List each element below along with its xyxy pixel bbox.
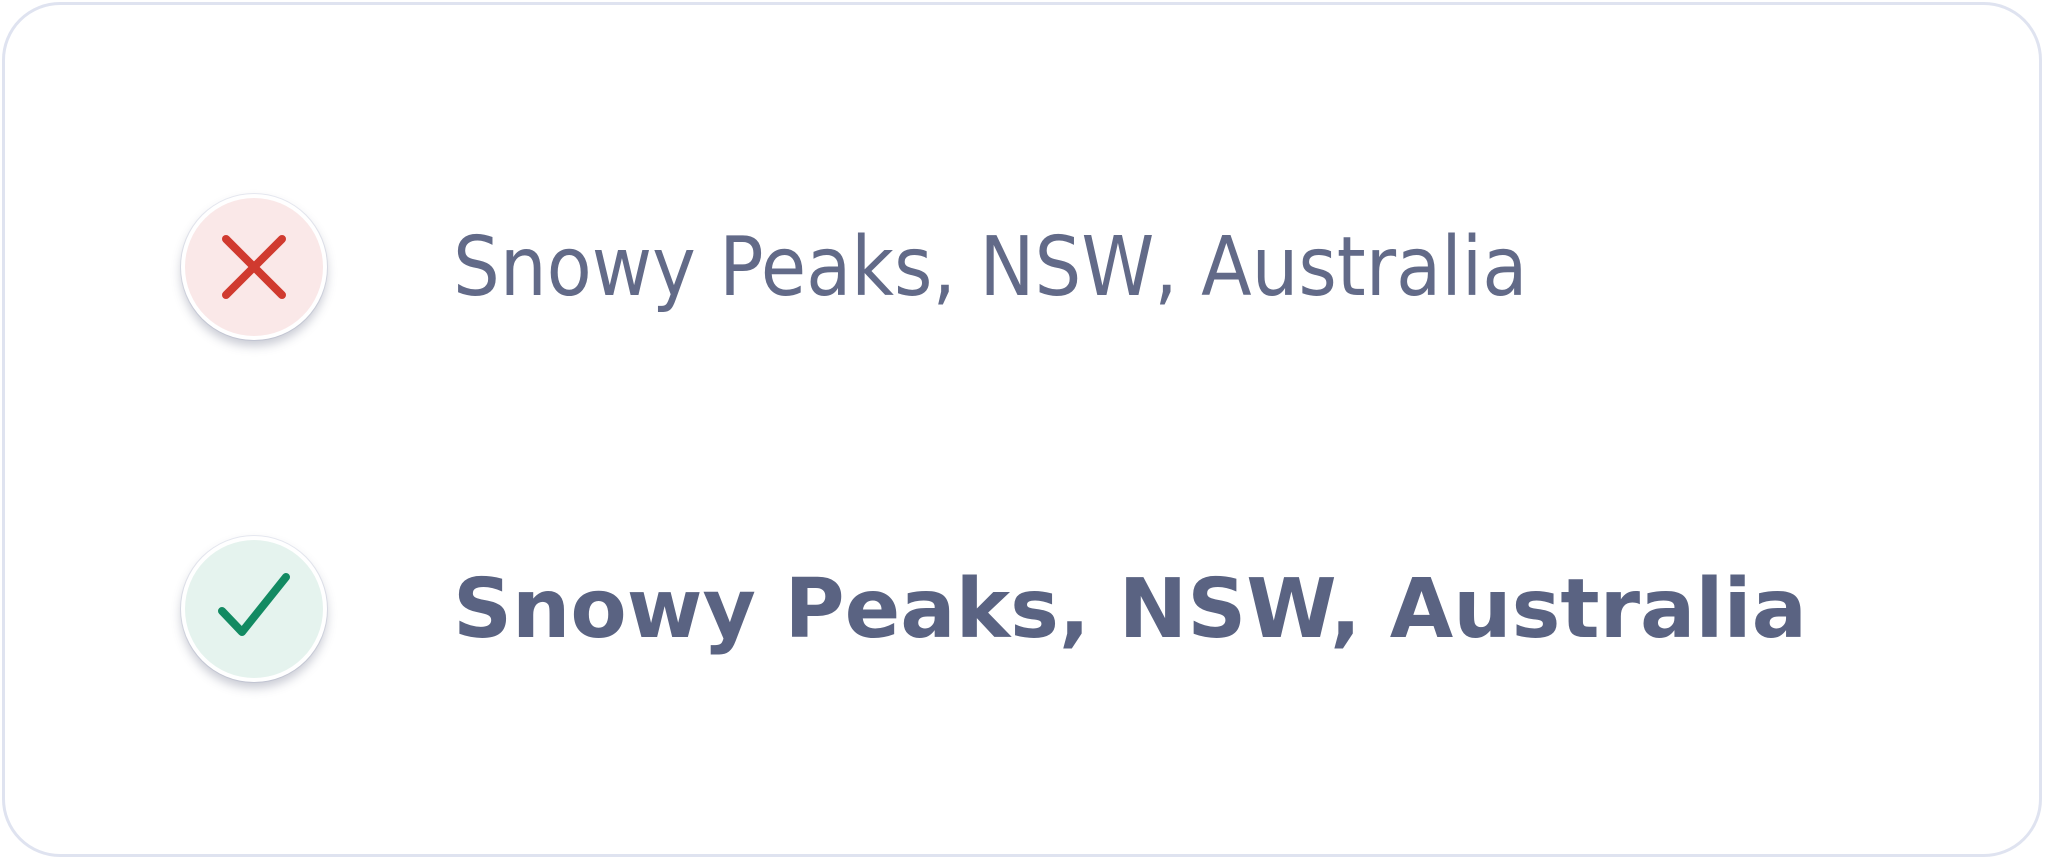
correct-sample-text: Snowy Peaks, NSW, Australia xyxy=(453,562,1807,657)
check-icon xyxy=(218,573,290,636)
cross-icon xyxy=(222,235,286,299)
correct-example-row: Snowy Peaks, NSW, Australia xyxy=(5,529,2039,689)
incorrect-sample-label: Snowy Peaks, NSW, Australia xyxy=(453,219,1528,315)
correct-sample-label: Snowy Peaks, NSW, Australia xyxy=(453,561,1807,657)
incorrect-badge-inner xyxy=(185,198,323,336)
correct-badge xyxy=(181,536,327,682)
correct-badge-inner xyxy=(185,540,323,678)
incorrect-sample-text: Snowy Peaks, NSW, Australia xyxy=(453,220,1527,315)
incorrect-badge xyxy=(181,194,327,340)
incorrect-example-row: Snowy Peaks, NSW, Australia xyxy=(5,187,2039,347)
